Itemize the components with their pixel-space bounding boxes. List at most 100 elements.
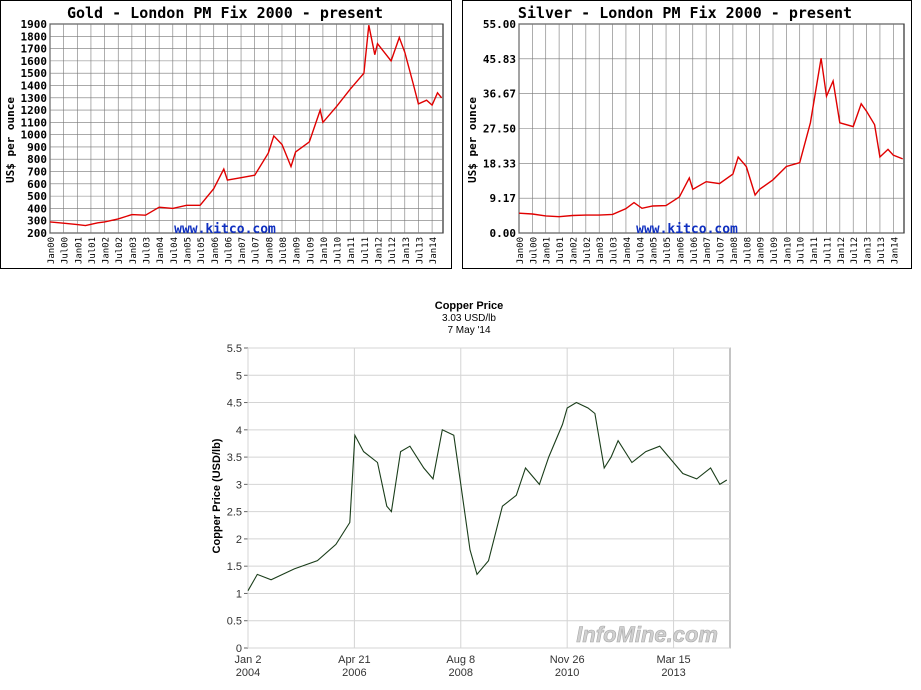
copper-x-tick-year: 2013 bbox=[661, 667, 685, 679]
silver-y-tick-label: 0.00 bbox=[490, 227, 517, 240]
silver-x-tick-label: Jan10 bbox=[783, 237, 793, 264]
gold-y-tick-label: 1200 bbox=[21, 104, 48, 117]
silver-chart: Silver - London PM Fix 2000 - present US… bbox=[462, 0, 912, 269]
silver-x-tick-label: Jul02 bbox=[583, 237, 593, 264]
silver-x-tick-label: Jan14 bbox=[890, 237, 900, 264]
silver-x-tick-label: Jan04 bbox=[623, 237, 633, 264]
silver-y-axis-label: US$ per ounce bbox=[466, 97, 479, 183]
gold-x-tick-label: Jan09 bbox=[293, 237, 303, 264]
copper-x-tick-label: Apr 21 bbox=[338, 654, 370, 666]
silver-x-tick-label: Jul13 bbox=[877, 237, 887, 264]
copper-y-tick-label: 3.5 bbox=[227, 452, 242, 464]
silver-x-tick-label: Jul03 bbox=[610, 237, 620, 264]
gold-chart: Gold - London PM Fix 2000 - present US$ … bbox=[0, 0, 452, 269]
copper-y-tick-label: 4 bbox=[236, 425, 242, 437]
copper-x-tick-year: 2008 bbox=[449, 667, 473, 679]
gold-x-tick-label: Jan05 bbox=[183, 237, 193, 264]
gold-x-tick-label: Jul12 bbox=[388, 237, 398, 264]
gold-x-tick-label: Jul04 bbox=[170, 237, 180, 264]
copper-chart-date: 7 May '14 bbox=[447, 325, 490, 336]
silver-x-tick-label: Jan13 bbox=[864, 237, 874, 264]
gold-x-tick-label: Jul01 bbox=[88, 237, 98, 264]
gold-x-tick-label: Jan10 bbox=[320, 237, 330, 264]
gold-chart-panel: Gold - London PM Fix 2000 - present US$ … bbox=[0, 0, 452, 270]
silver-x-tick-label: Jul05 bbox=[663, 237, 673, 264]
copper-chart-subtitle: 3.03 USD/lb bbox=[442, 313, 496, 324]
copper-y-tick-label: 5 bbox=[236, 370, 242, 382]
gold-x-tick-label: Jul06 bbox=[224, 237, 234, 264]
gold-y-tick-label: 200 bbox=[27, 227, 47, 240]
silver-x-tick-label: Jan06 bbox=[676, 237, 686, 264]
silver-chart-title: Silver - London PM Fix 2000 - present bbox=[518, 4, 852, 22]
gold-x-tick-label: Jan06 bbox=[211, 237, 221, 264]
silver-y-tick-label: 36.67 bbox=[483, 88, 516, 101]
gold-x-tick-label: Jul13 bbox=[415, 237, 425, 264]
gold-y-axis-label: US$ per ounce bbox=[4, 97, 17, 183]
silver-x-tick-label: Jul07 bbox=[717, 237, 727, 264]
gold-y-tick-label: 1800 bbox=[21, 30, 48, 43]
copper-y-tick-label: 1.5 bbox=[227, 561, 242, 573]
copper-x-tick-label: Jan 2 bbox=[235, 654, 262, 666]
copper-y-tick-label: 2 bbox=[236, 534, 242, 546]
gold-plot-area bbox=[49, 23, 444, 234]
gold-x-tick-label: Jul00 bbox=[61, 237, 71, 264]
gold-x-tick-label: Jul11 bbox=[361, 237, 371, 264]
silver-x-tick-label: Jul11 bbox=[823, 237, 833, 264]
gold-chart-title: Gold - London PM Fix 2000 - present bbox=[67, 4, 383, 22]
silver-x-tick-label: Jan01 bbox=[543, 237, 553, 264]
gold-price-line bbox=[49, 25, 443, 227]
gold-x-tick-label: Jul02 bbox=[115, 237, 125, 264]
copper-x-tick-year: 2006 bbox=[342, 667, 366, 679]
copper-x-tick-label: Nov 26 bbox=[550, 654, 585, 666]
silver-x-tick-label: Jul06 bbox=[690, 237, 700, 264]
silver-x-tick-label: Jan11 bbox=[810, 237, 820, 264]
gold-x-tick-label: Jul05 bbox=[197, 237, 207, 264]
copper-x-tick-year: 2010 bbox=[555, 667, 579, 679]
copper-price-line bbox=[247, 401, 728, 591]
gold-x-tick-label: Jan02 bbox=[102, 237, 112, 264]
silver-x-tick-label: Jan08 bbox=[730, 237, 740, 264]
copper-watermark: InfoMine.com bbox=[576, 622, 718, 647]
gold-x-tick-label: Jan03 bbox=[129, 237, 139, 264]
gold-y-tick-label: 1600 bbox=[21, 55, 48, 68]
gold-x-tick-label: Jul07 bbox=[252, 237, 262, 264]
copper-y-tick-label: 1 bbox=[236, 588, 242, 600]
gold-x-tick-label: Jul08 bbox=[279, 237, 289, 264]
copper-x-tick-label: Aug 8 bbox=[446, 654, 475, 666]
copper-y-tick-label: 5.5 bbox=[227, 343, 242, 355]
copper-chart-panel: Copper Price 3.03 USD/lb 7 May '14 Coppe… bbox=[200, 292, 740, 690]
gold-y-tick-label: 1000 bbox=[21, 129, 48, 142]
gold-y-tick-label: 800 bbox=[27, 153, 47, 166]
silver-x-tick-label: Jul00 bbox=[529, 237, 539, 264]
gold-x-tick-label: Jan12 bbox=[375, 237, 385, 264]
copper-y-axis-label: Copper Price (USD/lb) bbox=[211, 438, 223, 553]
gold-x-tick-label: Jan08 bbox=[265, 237, 275, 264]
copper-y-tick-label: 0 bbox=[236, 643, 242, 655]
copper-y-tick-label: 2.5 bbox=[227, 507, 242, 519]
copper-y-tick-label: 0.5 bbox=[227, 616, 242, 628]
gold-y-tick-label: 700 bbox=[27, 166, 47, 179]
gold-x-tick-label: Jul03 bbox=[143, 237, 153, 264]
gold-x-tick-label: Jan13 bbox=[402, 237, 412, 264]
silver-x-tick-label: Jul09 bbox=[770, 237, 780, 264]
silver-x-tick-label: Jan07 bbox=[703, 237, 713, 264]
gold-x-tick-label: Jul10 bbox=[334, 237, 344, 264]
silver-x-tick-label: Jul12 bbox=[850, 237, 860, 264]
gold-y-tick-label: 1900 bbox=[21, 18, 48, 31]
copper-plot-area bbox=[247, 347, 731, 649]
silver-y-tick-label: 9.17 bbox=[490, 192, 517, 205]
silver-x-tick-label: Jul01 bbox=[556, 237, 566, 264]
gold-x-tick-label: Jan00 bbox=[47, 237, 57, 264]
silver-y-tick-label: 45.83 bbox=[483, 53, 516, 66]
silver-y-tick-label: 18.33 bbox=[483, 157, 516, 170]
gold-y-tick-label: 900 bbox=[27, 141, 47, 154]
silver-x-tick-label: Jul10 bbox=[797, 237, 807, 264]
copper-x-tick-label: Mar 15 bbox=[656, 654, 690, 666]
gold-y-tick-label: 300 bbox=[27, 215, 47, 228]
silver-y-tick-label: 55.00 bbox=[483, 18, 516, 31]
gold-y-tick-label: 1700 bbox=[21, 43, 48, 56]
gold-watermark: www.kitco.com bbox=[174, 222, 276, 237]
silver-x-tick-label: Jan12 bbox=[837, 237, 847, 264]
copper-chart: Copper Price 3.03 USD/lb 7 May '14 Coppe… bbox=[211, 300, 731, 679]
silver-y-tick-label: 27.50 bbox=[483, 123, 516, 136]
